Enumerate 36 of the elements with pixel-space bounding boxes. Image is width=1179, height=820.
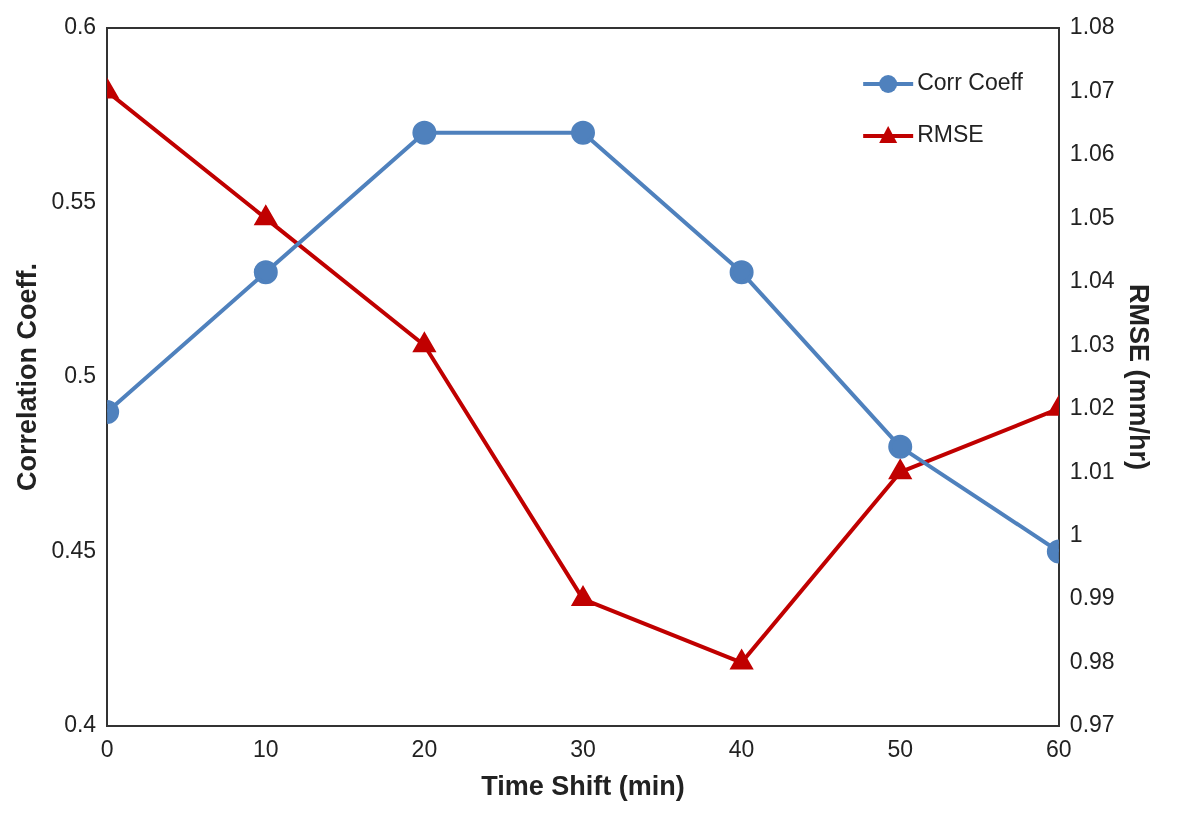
- y2-tick-label: 1.01: [1069, 457, 1115, 484]
- point: [572, 587, 594, 607]
- y2-tick-label: 0.99: [1069, 584, 1115, 611]
- legend-label: RMSE: [917, 121, 984, 148]
- y2-axis-title: RMSE (mm/hr): [1124, 283, 1155, 471]
- y-axis-title: Correlation Coeff.: [11, 262, 42, 492]
- y2-tick-label: 1.05: [1069, 203, 1115, 230]
- y2-tick-label: 1.02: [1069, 394, 1115, 421]
- x-axis-title: Time Shift (min): [481, 771, 685, 802]
- point: [412, 120, 437, 145]
- x-tick-label: 20: [411, 736, 438, 763]
- y2-tick-label: 1.04: [1069, 267, 1115, 294]
- point: [571, 120, 595, 145]
- y-tick-label: 0.55: [51, 187, 97, 214]
- y2-tick-label: 1.07: [1069, 76, 1115, 103]
- y2-tick-label: 0.98: [1069, 647, 1115, 674]
- point: [888, 434, 913, 459]
- y2-tick-label: 1: [1069, 520, 1083, 547]
- x-tick-label: 0: [100, 736, 114, 763]
- x-tick-label: 50: [887, 736, 914, 763]
- x-tick-label: 40: [728, 736, 755, 763]
- y-tick-label: 0.5: [64, 362, 97, 389]
- y2-tick-label: 0.97: [1069, 711, 1115, 738]
- x-tick-label: 10: [252, 736, 279, 763]
- legend-label: Corr Coeff: [917, 69, 1024, 96]
- y2-tick-label: 1.03: [1069, 330, 1115, 357]
- point: [729, 260, 754, 285]
- point: [413, 333, 436, 353]
- point: [253, 260, 278, 285]
- y2-tick-label: 1.08: [1069, 13, 1115, 40]
- y-tick-label: 0.6: [64, 13, 97, 40]
- x-tick-label: 60: [1046, 736, 1072, 763]
- y2-tick-label: 1.06: [1069, 140, 1115, 167]
- y-tick-label: 0.4: [64, 711, 97, 738]
- y-tick-label: 0.45: [51, 536, 97, 563]
- x-tick-label: 30: [570, 736, 596, 763]
